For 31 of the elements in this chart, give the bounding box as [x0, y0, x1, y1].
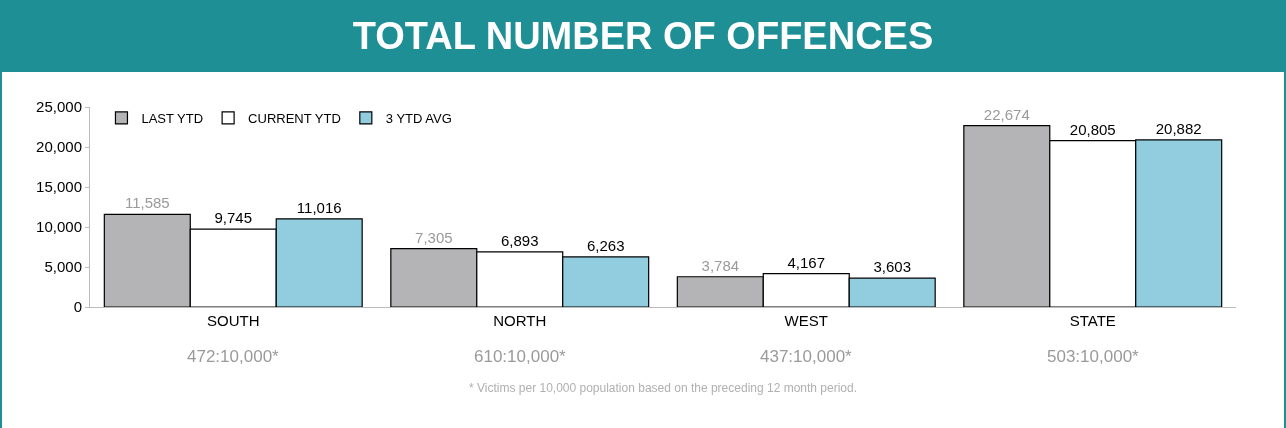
data-label: 20,805 — [1069, 120, 1116, 138]
legend-label: LAST YTD — [141, 111, 204, 127]
data-label: 11,016 — [296, 198, 342, 216]
y-tick-label: 15,000 — [36, 178, 82, 196]
data-label: 7,305 — [415, 228, 453, 246]
y-tick-label: 25,000 — [36, 98, 82, 116]
text: 503:10,000* — [1047, 347, 1140, 366]
x-tick-label: WEST — [784, 312, 828, 329]
x-tick-label: STATE — [1069, 312, 1116, 329]
data-label: 3,784 — [701, 256, 740, 274]
data-label: 6,893 — [500, 231, 539, 249]
data-label: 4,167 — [787, 253, 826, 271]
data-label: 20,882 — [1155, 119, 1202, 137]
chart-title: TOTAL NUMBER OF OFFENCES — [0, 0, 1286, 72]
data-label: 6,263 — [586, 236, 625, 254]
data-label: 22,674 — [983, 105, 1030, 123]
legend-label: CURRENT YTD — [248, 111, 341, 127]
data-label: 11,585 — [124, 194, 170, 212]
y-tick-label: 5,000 — [44, 258, 82, 276]
y-tick-label: 10,000 — [36, 218, 82, 236]
text: 610:10,000* — [474, 347, 567, 366]
legend-label: 3 YTD AVG — [385, 111, 452, 127]
data-label: 9,745 — [214, 209, 253, 227]
y-tick-label: 20,000 — [36, 138, 82, 156]
x-tick-label: SOUTH — [207, 312, 260, 329]
text: 437:10,000* — [760, 347, 853, 366]
x-tick-label: NORTH — [493, 312, 547, 329]
text: * Victims per 10,000 population based on the preceding 12 month period. — [469, 381, 858, 395]
data-label: 3,603 — [873, 258, 911, 276]
text: 472:10,000* — [187, 347, 280, 366]
y-tick-label: 0 — [73, 298, 82, 316]
